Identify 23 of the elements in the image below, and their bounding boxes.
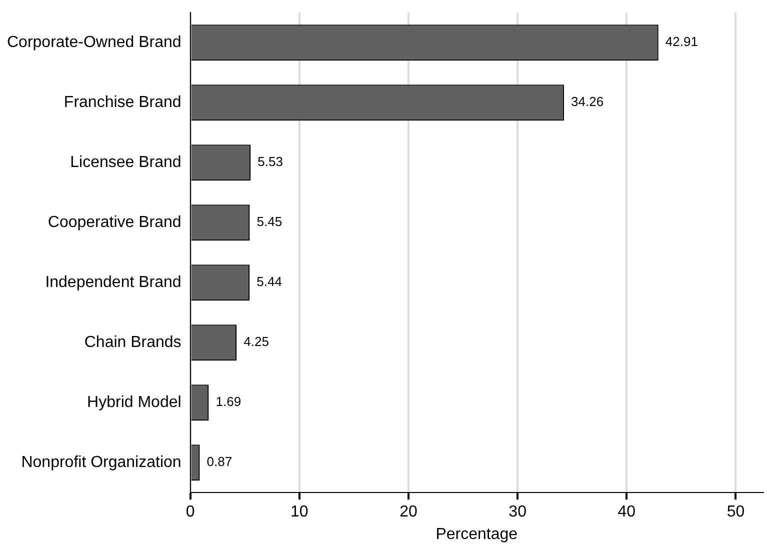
data-label: 5.44 <box>256 274 282 290</box>
x-tick-label: 30 <box>508 504 527 521</box>
data-label: 1.69 <box>216 394 242 410</box>
x-tick-label: 0 <box>186 504 195 521</box>
data-label: 5.53 <box>258 154 283 170</box>
x-tick-label: 20 <box>400 504 418 521</box>
x-axis-title: Percentage <box>436 526 518 543</box>
data-label: 5.45 <box>256 214 282 230</box>
data-label: 4.25 <box>244 334 269 350</box>
y-tick-label: Franchise Brand <box>64 94 182 112</box>
x-tick-label: 10 <box>290 504 308 521</box>
y-tick-label: Licensee Brand <box>70 154 182 172</box>
y-tick-label: Chain Brands <box>84 334 182 352</box>
data-label: 0.87 <box>206 454 232 470</box>
data-label: 42.91 <box>665 34 698 50</box>
x-tick-label: 50 <box>726 504 745 521</box>
x-tick-label: 40 <box>618 504 636 521</box>
y-tick-label: Cooperative Brand <box>48 214 182 232</box>
y-tick-label: Corporate-Owned Brand <box>7 34 182 52</box>
y-tick-label: Independent Brand <box>45 274 182 292</box>
data-label: 34.26 <box>571 94 604 110</box>
y-tick-label: Hybrid Model <box>87 394 182 412</box>
y-tick-label: Nonprofit Organization <box>21 454 182 472</box>
